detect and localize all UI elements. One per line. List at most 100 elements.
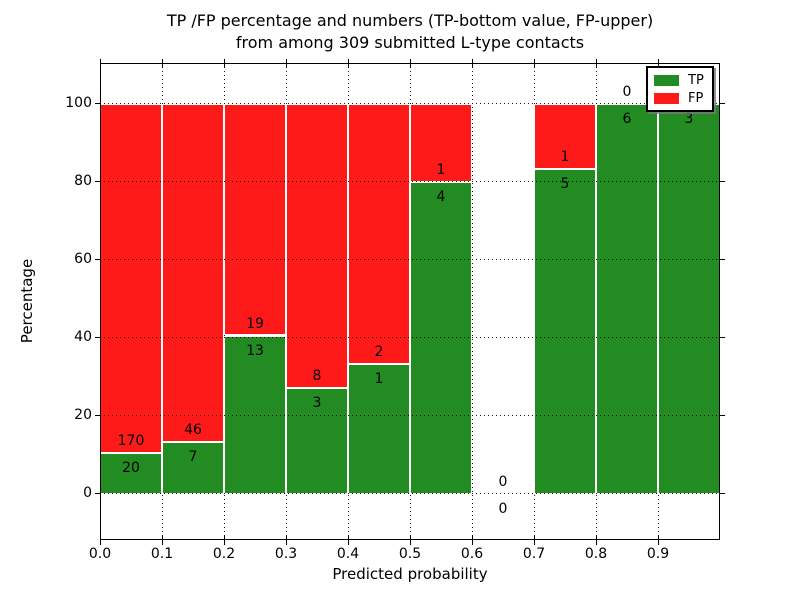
tp-bar-segment <box>348 363 410 494</box>
fp-count-label: 170 <box>117 432 145 449</box>
horizontal-gridline <box>100 493 720 495</box>
tp-bar-segment <box>658 103 720 494</box>
legend-entry-fp: FP <box>654 90 712 106</box>
y-tick-mark-right <box>720 181 725 183</box>
x-tick-label: 0.3 <box>274 546 298 562</box>
fp-count-label: 8 <box>312 367 322 384</box>
x-tick-label: 0.9 <box>646 546 670 562</box>
fp-legend-label: FP <box>688 90 704 106</box>
fp-count-label: 0 <box>498 473 508 490</box>
x-tick-mark <box>285 536 287 545</box>
x-tick-mark <box>657 536 659 545</box>
x-tick-mark <box>223 536 225 545</box>
x-tick-mark <box>99 536 101 545</box>
y-tick-mark-right <box>720 259 725 261</box>
y-tick-mark <box>95 493 100 495</box>
y-tick-mark <box>95 415 100 417</box>
chart-title-line2: from among 309 submitted L-type contacts <box>235 33 585 52</box>
fp-legend-swatch-icon <box>654 92 679 104</box>
x-tick-mark <box>533 536 535 545</box>
x-tick-label: 0.7 <box>522 546 546 562</box>
fp-count-label: 0 <box>622 83 632 100</box>
y-tick-label: 80 <box>74 172 92 189</box>
horizontal-gridline <box>100 259 720 261</box>
x-tick-label: 0.6 <box>460 546 484 562</box>
tp-bar-segment <box>100 452 162 494</box>
x-tick-mark <box>471 536 473 545</box>
x-tick-mark-top <box>595 59 597 67</box>
fp-bar-segment <box>100 103 162 453</box>
x-tick-mark-top <box>285 59 287 67</box>
plot-area: 17020467191383211400150603 0.00.10.20.30… <box>65 59 725 562</box>
horizontal-gridline <box>100 103 720 105</box>
fp-bar-segment <box>162 103 224 443</box>
tp-count-label: 1 <box>374 370 384 387</box>
x-tick-label: 0.4 <box>336 546 360 562</box>
y-tick-mark-right <box>720 415 725 417</box>
y-tick-mark <box>95 259 100 261</box>
x-tick-label: 0.2 <box>212 546 236 562</box>
tp-count-label: 20 <box>122 459 140 476</box>
tp-legend-swatch-icon <box>654 74 679 86</box>
tp-count-label: 13 <box>246 342 264 359</box>
x-tick-label: 0.1 <box>150 546 174 562</box>
fp-count-label: 2 <box>374 343 384 360</box>
fp-bar-segment <box>348 103 410 364</box>
x-tick-label: 0.8 <box>584 546 608 562</box>
tp-count-label: 0 <box>498 500 508 517</box>
y-tick-label: 20 <box>74 406 92 423</box>
x-tick-mark-top <box>99 59 101 67</box>
x-tick-label: 0.0 <box>88 546 112 562</box>
y-tick-label: 0 <box>83 484 92 501</box>
x-tick-mark <box>161 536 163 545</box>
horizontal-gridline <box>100 337 720 339</box>
tp-bar-segment <box>224 335 286 494</box>
x-tick-mark-top <box>533 59 535 67</box>
x-tick-mark-top <box>471 59 473 67</box>
horizontal-gridline <box>100 415 720 417</box>
x-tick-mark-top <box>347 59 349 67</box>
legend-entry-tp: TP <box>654 72 712 88</box>
tp-count-label: 3 <box>312 394 322 411</box>
chart-title: TP /FP percentage and numbers (TP-bottom… <box>100 10 720 54</box>
y-tick-mark <box>95 337 100 339</box>
tp-bar-segment <box>534 168 596 494</box>
x-axis-label: Predicted probability <box>332 565 488 583</box>
x-tick-mark <box>595 536 597 545</box>
y-tick-label: 100 <box>65 94 92 111</box>
tp-count-label: 5 <box>560 175 570 192</box>
tp-count-label: 3 <box>684 110 694 127</box>
fp-bar-segment <box>224 103 286 336</box>
vertical-gridline <box>471 63 473 540</box>
tp-count-label: 7 <box>188 449 198 466</box>
x-tick-mark-top <box>161 59 163 67</box>
x-tick-label: 0.5 <box>398 546 422 562</box>
y-tick-mark-right <box>720 103 725 105</box>
fp-bar-segment <box>286 103 348 388</box>
fp-count-label: 46 <box>184 422 202 439</box>
fp-bar-segment <box>410 103 472 182</box>
tp-bar-segment <box>162 442 224 494</box>
tp-count-label: 6 <box>622 110 632 127</box>
y-tick-mark-right <box>720 337 725 339</box>
fp-count-label: 1 <box>436 161 446 178</box>
legend: TP FP <box>646 66 714 112</box>
chart-title-line1: TP /FP percentage and numbers (TP-bottom… <box>166 11 654 30</box>
x-tick-mark-top <box>223 59 225 67</box>
fp-bar-segment <box>534 103 596 169</box>
y-tick-mark <box>95 103 100 105</box>
fp-count-label: 19 <box>246 315 264 332</box>
y-tick-label: 60 <box>74 250 92 267</box>
horizontal-gridline <box>100 181 720 183</box>
y-tick-mark-right <box>720 493 725 495</box>
y-axis-label: Percentage <box>18 258 36 344</box>
x-tick-mark <box>409 536 411 545</box>
tp-bar-segment <box>286 387 348 494</box>
tp-bar-segment <box>596 103 658 494</box>
tp-legend-label: TP <box>688 72 704 88</box>
x-tick-mark-top <box>409 59 411 67</box>
tp-count-label: 4 <box>436 188 446 205</box>
fp-count-label: 1 <box>560 148 570 165</box>
x-tick-mark <box>347 536 349 545</box>
